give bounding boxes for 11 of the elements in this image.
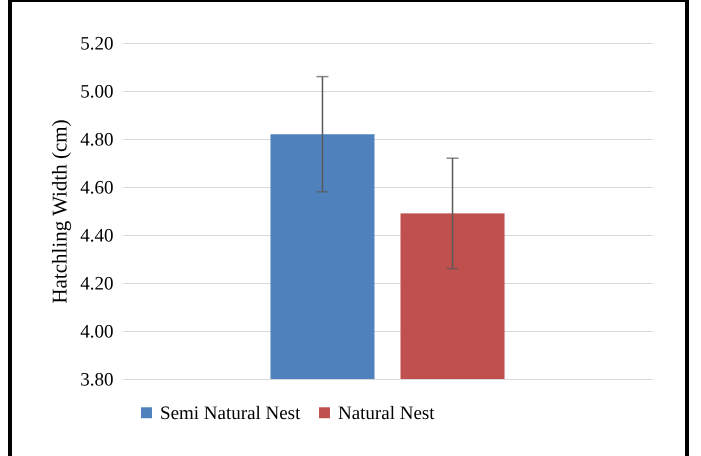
y-tick-label: 4.80 <box>80 130 114 150</box>
y-tick-label: 4.20 <box>80 274 114 294</box>
legend-label: Semi Natural Nest <box>160 402 302 424</box>
y-tick-label: 5.00 <box>80 82 114 102</box>
y-tick-label: 4.40 <box>80 226 114 246</box>
y-tick-label: 4.00 <box>80 322 114 342</box>
y-axis-title: Hatchling Width (cm) <box>47 119 72 304</box>
legend-label: Natural Nest <box>338 402 436 424</box>
y-tick-label: 5.20 <box>80 34 114 54</box>
y-tick-label: 4.60 <box>80 178 114 198</box>
y-tick-label: 3.80 <box>80 370 114 390</box>
